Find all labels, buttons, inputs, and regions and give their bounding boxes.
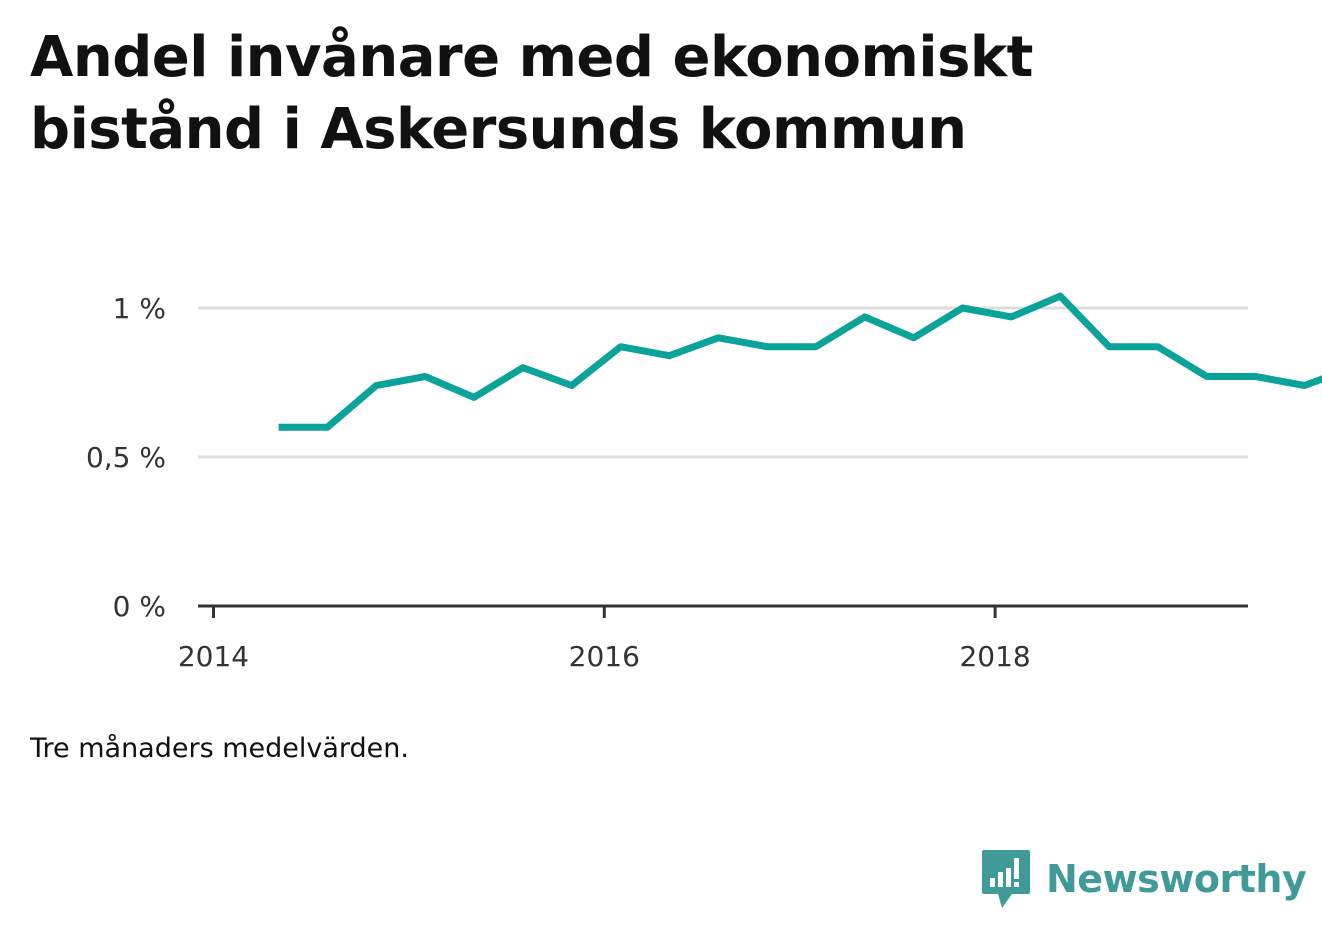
series-group: [279, 296, 1322, 436]
y-tick-label: 0 %: [113, 590, 166, 623]
x-tick-label: 2018: [959, 640, 1030, 673]
series-line: [279, 296, 1322, 436]
y-axis-tick-labels: 0 % 0,5 % 1 %: [86, 292, 166, 623]
brand-logo: Newsworthy: [980, 848, 1306, 910]
x-tick-label: 2016: [569, 640, 640, 673]
chart-note: Tre månaders medelvärden.: [30, 733, 409, 764]
x-axis: 201420162018202020222024: [178, 606, 1322, 673]
brand-name: Newsworthy: [1046, 857, 1306, 901]
newsworthy-logo-icon: [980, 848, 1032, 910]
y-tick-label: 0,5 %: [86, 441, 166, 474]
line-chart: 0 %0,5 %1 % 201420162018202020222024: [0, 0, 1322, 700]
x-tick-label: 2014: [178, 640, 249, 673]
y-tick-label: 1 %: [113, 292, 166, 325]
